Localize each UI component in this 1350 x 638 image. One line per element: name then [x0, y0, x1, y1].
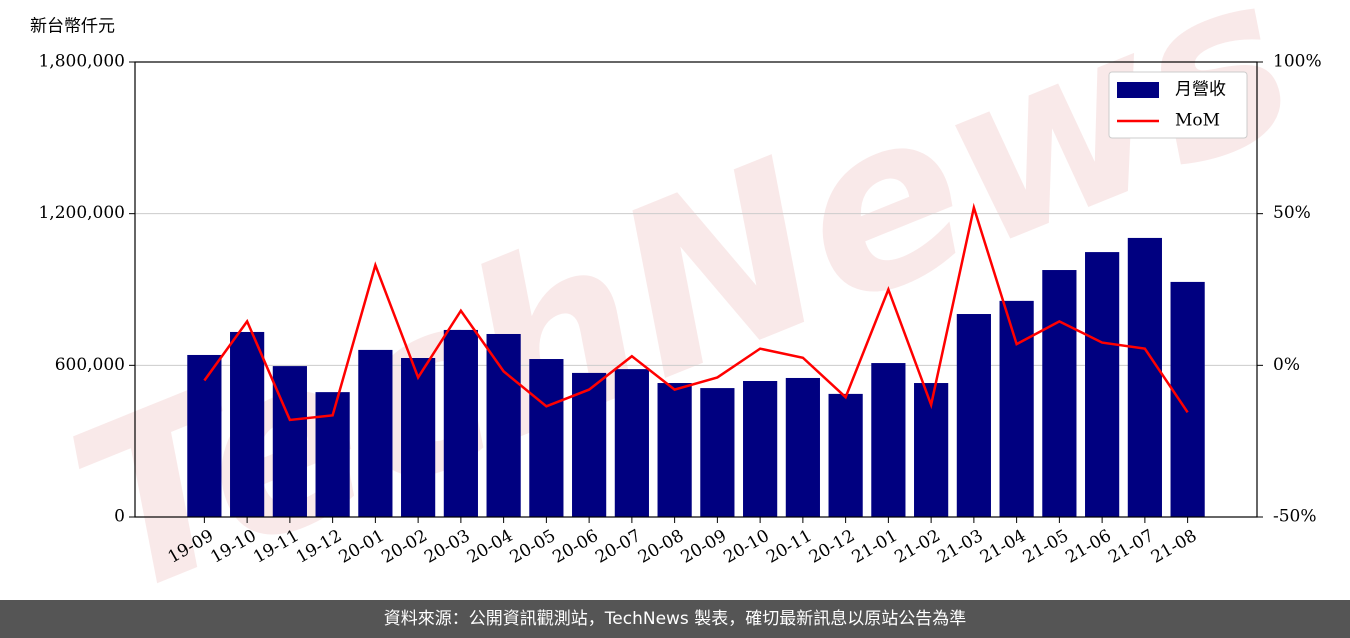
bar — [1170, 281, 1205, 517]
footer: 資料來源：公開資訊觀測站，TechNews 製表，確切最新訊息以原站公告為準 — [384, 609, 966, 629]
bar — [572, 372, 607, 517]
y-tick-label: 600,000 — [55, 355, 125, 375]
x-tick-label: 21-04 — [977, 526, 1029, 568]
bar — [358, 349, 393, 517]
bar — [272, 366, 307, 517]
bar — [529, 359, 564, 517]
x-tick-label: 21-07 — [1105, 526, 1157, 568]
bar — [614, 369, 649, 517]
bar — [443, 329, 478, 517]
y-tick-label: 1,200,000 — [38, 203, 125, 223]
bar — [657, 383, 692, 517]
bar — [956, 314, 991, 517]
footer-bar — [0, 600, 1350, 638]
bar — [785, 377, 820, 517]
x-tick-label: 20-04 — [464, 526, 516, 568]
x-tick-label: 20-06 — [549, 526, 601, 568]
bar — [230, 331, 265, 517]
x-tick-label: 21-05 — [1020, 526, 1072, 568]
legend-swatch — [1117, 82, 1159, 98]
y2-tick-label: -50% — [1273, 507, 1317, 527]
x-tick-label: 21-08 — [1148, 526, 1200, 568]
bar — [1042, 270, 1077, 517]
y-axis-label: 新台幣仟元 — [30, 17, 115, 37]
y-tick-label: 0 — [114, 507, 125, 527]
x-tick-label: 21-01 — [849, 526, 901, 568]
x-tick-label: 20-10 — [720, 526, 772, 568]
bar — [187, 354, 222, 517]
y2-tick-label: 100% — [1273, 52, 1322, 72]
plot-frame — [134, 61, 1258, 518]
x-tick-label: 21-03 — [934, 526, 986, 568]
bar — [700, 388, 735, 517]
y-tick-label: 1,800,000 — [38, 52, 125, 72]
x-tick-label: 20-05 — [507, 526, 559, 568]
x-tick-label: 20-12 — [806, 526, 858, 568]
x-tick-label: 20-08 — [635, 526, 687, 568]
legend-label: 月營收 — [1175, 80, 1226, 100]
x-tick-label: 20-09 — [678, 526, 730, 568]
bar — [743, 381, 778, 517]
y2-tick-label: 50% — [1273, 203, 1311, 223]
bar — [486, 333, 521, 517]
bar — [1127, 237, 1162, 517]
bar — [871, 363, 906, 517]
bar — [401, 358, 436, 517]
x-tick-label: 20-07 — [592, 526, 644, 568]
legend-label: MoM — [1175, 111, 1220, 131]
bar — [828, 393, 863, 517]
x-tick-label: 21-06 — [1062, 526, 1114, 568]
line — [203, 202, 1189, 422]
bar — [999, 300, 1034, 517]
x-tick-label: 21-02 — [891, 526, 943, 568]
x-tick-label: 20-11 — [763, 526, 815, 568]
bar — [1085, 252, 1120, 518]
y2-tick-label: 0% — [1273, 355, 1300, 375]
